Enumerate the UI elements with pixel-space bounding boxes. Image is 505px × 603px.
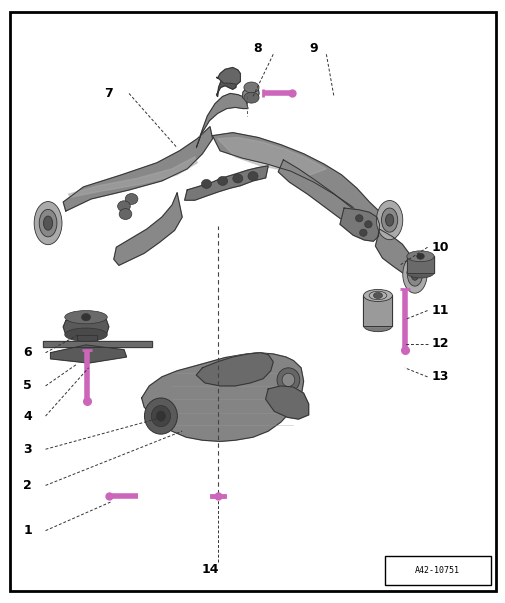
Ellipse shape <box>65 328 107 341</box>
Polygon shape <box>141 353 303 441</box>
Polygon shape <box>114 193 182 265</box>
Text: 4: 4 <box>23 409 32 423</box>
Ellipse shape <box>125 194 137 204</box>
Ellipse shape <box>217 177 227 186</box>
Polygon shape <box>184 166 268 200</box>
Ellipse shape <box>43 216 53 230</box>
Ellipse shape <box>416 253 423 259</box>
Polygon shape <box>212 133 384 229</box>
Polygon shape <box>196 353 273 386</box>
Text: 8: 8 <box>253 42 262 55</box>
Ellipse shape <box>276 368 299 392</box>
Ellipse shape <box>156 411 165 421</box>
Ellipse shape <box>243 92 259 103</box>
Polygon shape <box>265 386 308 419</box>
Polygon shape <box>375 229 414 276</box>
Ellipse shape <box>151 405 170 427</box>
Ellipse shape <box>373 292 382 298</box>
Polygon shape <box>406 256 433 273</box>
Ellipse shape <box>81 314 90 321</box>
Polygon shape <box>68 157 197 197</box>
Polygon shape <box>43 341 152 347</box>
Ellipse shape <box>355 215 362 222</box>
Polygon shape <box>216 71 236 96</box>
Text: 11: 11 <box>431 304 448 317</box>
Text: 9: 9 <box>309 42 318 55</box>
Text: 5: 5 <box>23 379 32 393</box>
Polygon shape <box>339 208 379 241</box>
Ellipse shape <box>406 251 433 262</box>
Ellipse shape <box>385 214 393 226</box>
Ellipse shape <box>39 209 57 237</box>
Ellipse shape <box>407 262 422 286</box>
Text: 3: 3 <box>23 443 32 456</box>
Polygon shape <box>216 68 240 84</box>
Text: 2: 2 <box>23 479 32 492</box>
Polygon shape <box>77 335 97 341</box>
Ellipse shape <box>364 221 371 228</box>
Ellipse shape <box>243 82 259 93</box>
Ellipse shape <box>201 180 211 188</box>
Ellipse shape <box>281 373 294 387</box>
Ellipse shape <box>65 311 107 324</box>
Ellipse shape <box>119 209 131 219</box>
Ellipse shape <box>363 289 392 302</box>
Polygon shape <box>63 127 212 211</box>
Text: 6: 6 <box>23 346 32 359</box>
Ellipse shape <box>406 267 433 278</box>
Ellipse shape <box>34 201 62 245</box>
Polygon shape <box>196 93 247 148</box>
Ellipse shape <box>376 200 402 240</box>
Ellipse shape <box>363 320 392 332</box>
Text: 13: 13 <box>431 370 448 384</box>
Polygon shape <box>363 295 391 326</box>
Ellipse shape <box>247 172 258 181</box>
Ellipse shape <box>410 268 418 280</box>
Ellipse shape <box>359 229 366 236</box>
Text: 1: 1 <box>23 524 32 537</box>
Ellipse shape <box>232 174 242 183</box>
Ellipse shape <box>117 201 130 212</box>
Ellipse shape <box>381 208 397 232</box>
Ellipse shape <box>144 398 177 434</box>
Bar <box>384 556 490 585</box>
Polygon shape <box>217 137 326 177</box>
Text: 7: 7 <box>104 87 113 100</box>
Polygon shape <box>278 160 364 235</box>
Text: 14: 14 <box>201 563 218 576</box>
Polygon shape <box>50 345 126 363</box>
Text: 12: 12 <box>431 337 448 350</box>
Polygon shape <box>242 86 259 101</box>
Polygon shape <box>63 317 109 338</box>
Ellipse shape <box>402 256 426 293</box>
Text: 10: 10 <box>431 241 448 254</box>
Text: A42-10751: A42-10751 <box>415 566 459 575</box>
